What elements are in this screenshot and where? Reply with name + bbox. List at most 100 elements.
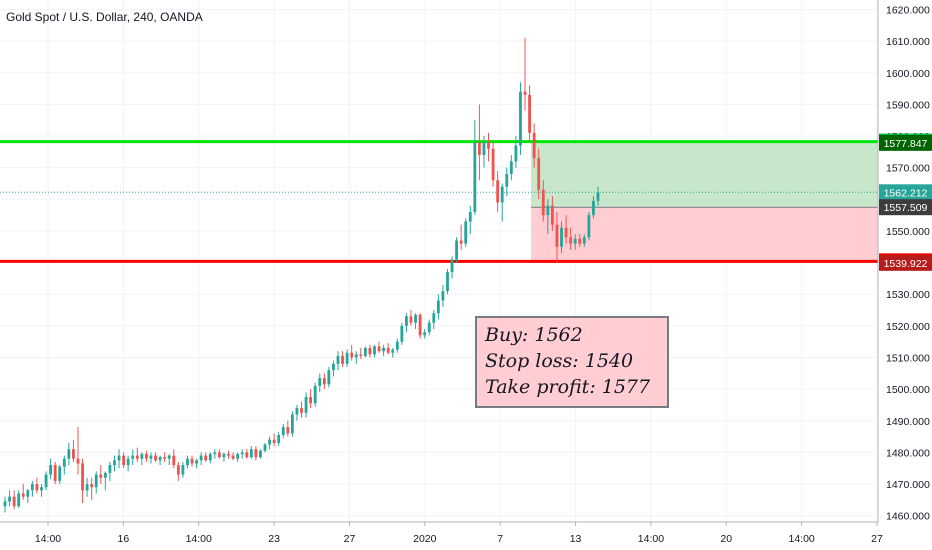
candle-body: [272, 439, 276, 443]
y-tick-label: 1490.000: [886, 416, 930, 428]
y-tick-label: 1590.000: [886, 99, 930, 111]
candle-body: [158, 457, 162, 461]
candle-body: [491, 148, 495, 181]
candle-body: [85, 484, 89, 491]
candle-body: [368, 348, 372, 355]
candle-body: [295, 408, 299, 415]
candle-body: [391, 349, 395, 353]
candle-body: [341, 355, 344, 364]
candle-body: [473, 142, 477, 212]
candle-body: [8, 496, 11, 502]
candle-body: [455, 240, 459, 260]
candle-body: [528, 94, 531, 133]
candle-body: [113, 460, 116, 466]
candle-body: [414, 314, 417, 323]
stop-loss-text: Stop loss: 1540: [485, 350, 634, 372]
candle-body: [135, 455, 139, 459]
candle-body: [322, 378, 326, 385]
candle-body: [117, 455, 121, 461]
y-tick-label: 1600.000: [886, 68, 930, 80]
candle-body: [140, 453, 144, 459]
candle-body: [409, 316, 413, 323]
candle-body: [163, 457, 167, 459]
candle-body: [12, 496, 16, 507]
candle-body: [204, 455, 208, 461]
x-tick-labels: 14:00 16 14:00 23 27 2020 7 13 14:00 20 14:00 27: [35, 533, 883, 545]
x-tick-label: 2020: [413, 533, 437, 545]
candle-body: [395, 341, 399, 350]
candle-body: [195, 460, 198, 464]
buy-text: Buy: 1562: [485, 324, 583, 346]
price-label-box: [879, 254, 932, 271]
profit-zone: [531, 142, 878, 208]
price-label-text: 1562.212: [884, 187, 928, 199]
candle-body: [496, 180, 500, 203]
candle-body: [587, 215, 591, 238]
candle-body: [350, 352, 354, 358]
candle-body: [318, 378, 322, 386]
trade-note: Buy: 1562 Stop loss: 1540 Take profit: 1…: [475, 316, 669, 408]
candle-body: [44, 474, 48, 488]
axes: [0, 0, 879, 523]
chart-title: Gold Spot / U.S. Dollar, 240, OANDA: [6, 10, 203, 24]
candle-body: [30, 484, 34, 491]
y-tick-label: 1510.000: [886, 352, 930, 364]
candle-body: [167, 455, 171, 459]
candle-body: [432, 313, 436, 323]
candle-body: [17, 493, 21, 507]
candle-body: [290, 414, 294, 434]
candle-body: [81, 463, 84, 491]
candle-body: [436, 300, 440, 314]
candle-body: [582, 237, 586, 244]
candle-body: [313, 385, 317, 404]
candle-body: [537, 158, 541, 190]
candle-body: [418, 314, 422, 336]
x-tick-label: 14:00: [186, 533, 212, 545]
price-labels: 1578.2511577.8471562.2121557.5091540.399…: [879, 133, 932, 271]
candle-body: [560, 227, 563, 247]
candle-body: [67, 449, 71, 459]
candle-body: [477, 142, 481, 156]
candle-body: [532, 132, 536, 159]
candle-body: [208, 453, 212, 461]
candle-body: [154, 455, 157, 461]
candle-body: [400, 325, 404, 342]
x-tick-label: 13: [570, 533, 582, 545]
y-tick-label: 1500.000: [886, 384, 930, 396]
candle-body: [578, 238, 582, 244]
candle-body: [259, 450, 262, 458]
candle-body: [446, 272, 449, 292]
candle-body: [555, 224, 559, 247]
price-label-text: 1539.922: [884, 258, 928, 270]
candle-body: [345, 352, 349, 364]
candle-body: [423, 332, 427, 336]
candle-body: [53, 465, 57, 481]
candle-body: [190, 458, 194, 464]
candle-body: [90, 484, 94, 488]
candle-body: [482, 142, 486, 156]
candle-body: [245, 452, 249, 458]
y-tick-label: 1620.000: [886, 4, 930, 16]
y-tick-label: 1520.000: [886, 321, 930, 333]
candle-body: [126, 458, 130, 466]
y-tick-label: 1480.000: [886, 447, 930, 459]
x-tick-label: 16: [118, 533, 130, 545]
candle-body: [286, 427, 290, 434]
candle-body: [304, 397, 308, 413]
candle-body: [377, 346, 381, 352]
y-tick-label: 1570.000: [886, 163, 930, 175]
price-label-box: [879, 134, 932, 151]
x-tick-label: 27: [344, 533, 356, 545]
x-tick-label: 14:00: [788, 533, 814, 545]
candle-body: [3, 501, 7, 507]
grid: [0, 0, 878, 526]
x-tick-label: 20: [720, 533, 732, 545]
candle-body: [363, 348, 367, 356]
candle-body: [186, 458, 189, 466]
candle-body: [99, 474, 103, 478]
candle-body: [108, 465, 112, 473]
candle-body: [373, 346, 376, 355]
candle-body: [550, 205, 554, 225]
candle-body: [236, 453, 240, 459]
